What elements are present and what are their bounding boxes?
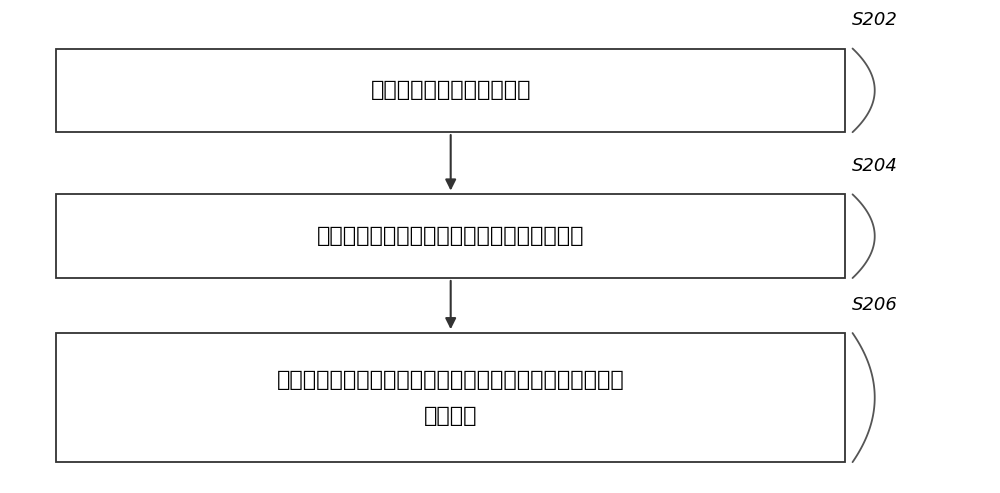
FancyBboxPatch shape bbox=[56, 48, 845, 132]
Text: S202: S202 bbox=[852, 11, 898, 30]
Text: S204: S204 bbox=[852, 157, 898, 175]
FancyBboxPatch shape bbox=[56, 333, 845, 462]
Text: 确定三维地图上的撒点位置: 确定三维地图上的撒点位置 bbox=[370, 80, 531, 101]
Text: 获取所述撒点位置所在区域的地物模型的类型: 获取所述撒点位置所在区域的地物模型的类型 bbox=[317, 226, 584, 246]
FancyBboxPatch shape bbox=[56, 194, 845, 278]
Text: 在所述撒点位置生成与所述地物模型的类型相匹配的目标三
维标识体: 在所述撒点位置生成与所述地物模型的类型相匹配的目标三 维标识体 bbox=[277, 370, 625, 425]
Text: S206: S206 bbox=[852, 296, 898, 314]
